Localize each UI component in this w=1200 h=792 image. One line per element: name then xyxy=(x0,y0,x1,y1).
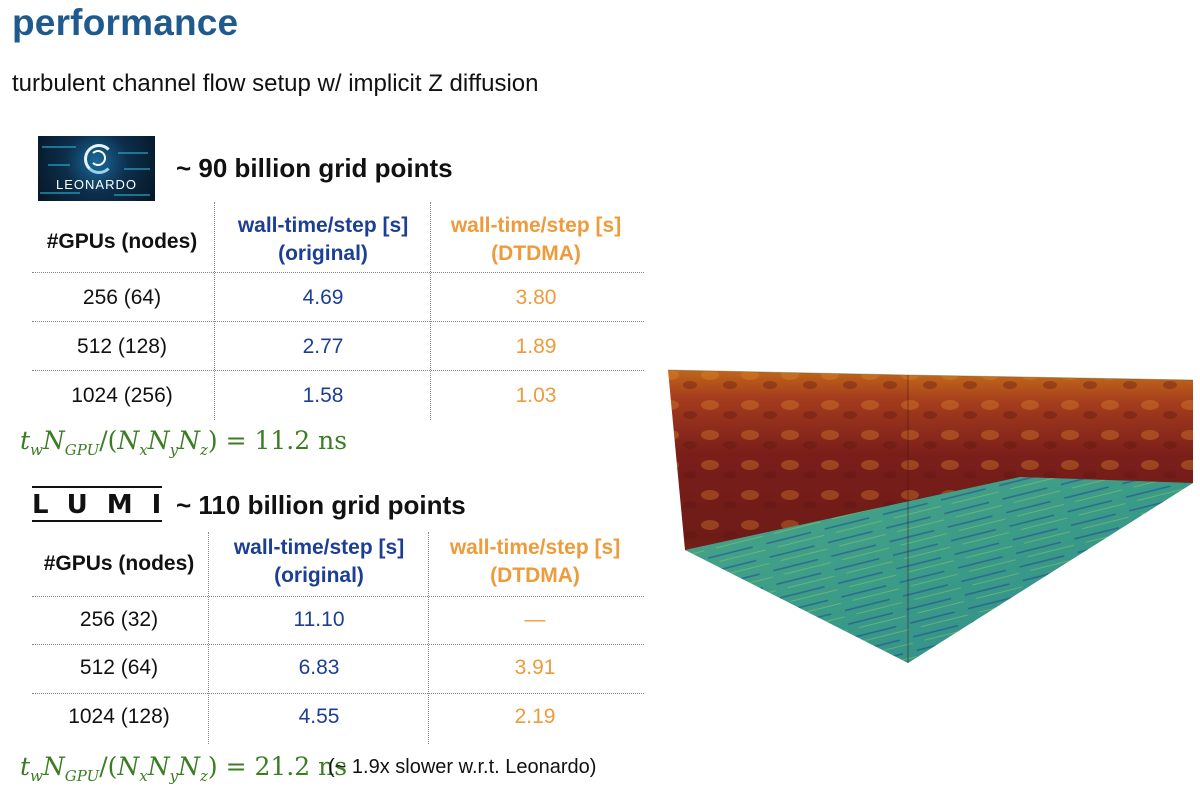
header-original: wall-time/step [s] (original) xyxy=(233,536,405,587)
lumi-formula: twNGPU/(NxNyNz) = 21.2 ns xyxy=(20,752,348,785)
header-dtdma: wall-time/step [s] (DTDMA) xyxy=(450,214,622,265)
channel-flow-visualization xyxy=(667,369,1194,663)
table-cell-gpus: 256 (64) xyxy=(82,286,162,309)
header-original: wall-time/step [s] (original) xyxy=(237,214,409,265)
table-cell-gpus: 512 (128) xyxy=(77,335,167,358)
leonardo-table: #GPUs (nodes) wall-time/step [s] (origin… xyxy=(30,200,650,422)
lumi-formula-value: 21.2 ns xyxy=(254,752,348,781)
table-cell-dtdma: 1.89 xyxy=(515,335,557,358)
lumi-logo: LUMI xyxy=(32,486,162,522)
leonardo-logo-text: LEONARDO xyxy=(56,177,137,192)
header-gpus: #GPUs (nodes) xyxy=(46,230,198,253)
table-cell-dtdma: 1.03 xyxy=(515,384,557,407)
table-cell-original: 1.58 xyxy=(302,384,344,407)
lumi-grid-points: ~ 110 billion grid points xyxy=(176,490,466,520)
table-cell-dtdma: 2.19 xyxy=(514,705,556,728)
lumi-table: #GPUs (nodes) wall-time/step [s] (origin… xyxy=(30,530,650,745)
table-cell-gpus: 512 (64) xyxy=(79,656,159,679)
page-title: performance xyxy=(12,2,239,43)
leonardo-grid-points: ~ 90 billion grid points xyxy=(176,153,453,183)
header-dtdma: wall-time/step [s] (DTDMA) xyxy=(449,536,621,587)
table-cell-original: 4.55 xyxy=(298,705,340,728)
page-subtitle: turbulent channel flow setup w/ implicit… xyxy=(12,70,539,97)
slowdown-note: (~ 1.9x slower w.r.t. Leonardo) xyxy=(328,756,597,778)
table-cell-gpus: 256 (32) xyxy=(79,608,159,631)
swirl-icon xyxy=(84,144,114,174)
table-cell-dtdma: — xyxy=(524,608,546,631)
header-gpus: #GPUs (nodes) xyxy=(43,552,195,575)
lumi-logo-text: LUMI xyxy=(32,490,181,520)
table-cell-original: 11.10 xyxy=(293,608,345,631)
table-cell-original: 6.83 xyxy=(298,656,340,679)
table-cell-original: 4.69 xyxy=(302,286,344,309)
leonardo-formula: twNGPU/(NxNyNz) = 11.2 ns xyxy=(20,426,348,459)
table-cell-original: 2.77 xyxy=(302,335,344,358)
table-cell-gpus: 1024 (256) xyxy=(71,384,173,407)
table-cell-gpus: 1024 (128) xyxy=(68,705,170,728)
leonardo-logo: LEONARDO xyxy=(38,136,155,201)
leonardo-formula-value: 11.2 ns xyxy=(254,426,348,455)
table-cell-dtdma: 3.80 xyxy=(515,286,557,309)
table-cell-dtdma: 3.91 xyxy=(514,656,556,679)
